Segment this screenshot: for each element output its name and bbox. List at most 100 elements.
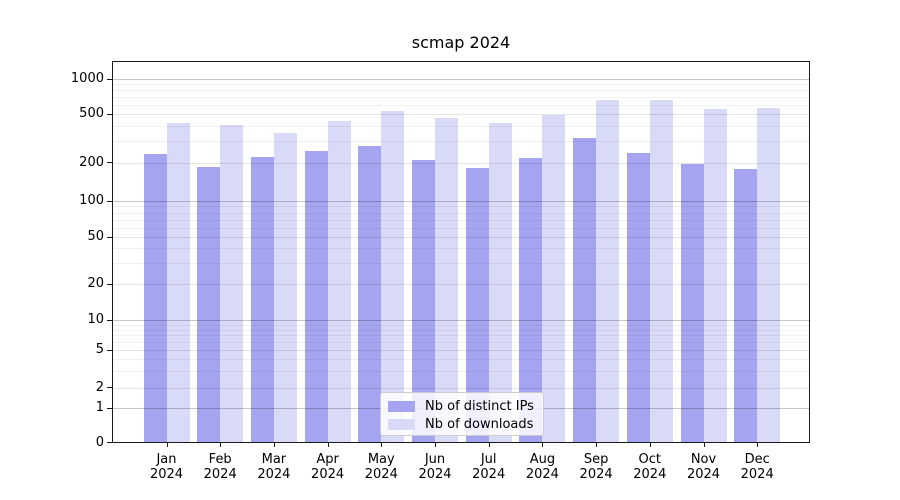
bar-distinct-ips-sep — [573, 137, 597, 443]
x-tick-year: 2024 — [579, 467, 613, 482]
y-tick-mark-500 — [107, 113, 112, 115]
x-tick-year: 2024 — [525, 467, 559, 482]
y-tick-label-1000: 1000 — [70, 71, 104, 86]
minor-gridline-90 — [113, 206, 809, 208]
bar-downloads-feb — [220, 124, 244, 443]
bar-downloads-aug — [542, 114, 566, 443]
minor-gridline-70 — [113, 219, 809, 221]
y-tick-mark-1000 — [107, 78, 112, 80]
y-tick-mark-10 — [107, 319, 112, 321]
minor-gridline-700 — [113, 97, 809, 98]
y-tick-mark-0 — [107, 442, 112, 443]
y-tick-mark-100 — [107, 200, 112, 202]
minor-gridline-400 — [113, 125, 809, 127]
y-tick-label-200: 200 — [79, 154, 104, 170]
x-tick-month: Nov — [690, 452, 717, 467]
x-tick-mark-apr — [327, 443, 329, 447]
minor-gridline-8 — [113, 329, 809, 331]
x-tick-month: Sep — [583, 452, 609, 467]
y-tick-label-500: 500 — [79, 106, 104, 121]
y-tick-label-100: 100 — [79, 193, 104, 208]
minor-gridline-900 — [113, 84, 809, 86]
y-tick-mark-20 — [107, 283, 112, 285]
y-tick-label-20: 20 — [87, 276, 104, 291]
legend-item-distinct-ips: Nb of distinct IPs — [388, 398, 535, 415]
x-tick-label-sep: Sep 2024 — [568, 452, 624, 482]
x-tick-label-jun: Jun 2024 — [407, 452, 463, 482]
legend-item-downloads: Nb of downloads — [388, 416, 535, 433]
bar-distinct-ips-feb — [197, 167, 221, 443]
minor-gridline-600 — [113, 104, 809, 106]
bar-distinct-ips-oct — [626, 152, 650, 443]
x-tick-year: 2024 — [203, 467, 237, 482]
bar-distinct-ips-mar — [250, 157, 274, 443]
x-tick-mark-sep — [596, 443, 598, 447]
x-tick-mark-jun — [435, 443, 436, 447]
major-gridline-1000 — [113, 79, 809, 80]
bar-distinct-ips-jul — [465, 167, 489, 443]
y-tick-label-5: 5 — [95, 342, 104, 357]
y-tick-mark-2 — [107, 387, 112, 388]
minor-gridline-7 — [113, 335, 809, 337]
bar-downloads-jan — [166, 123, 190, 443]
minor-gridline-3 — [113, 370, 809, 372]
major-gridline-100 — [113, 201, 809, 202]
y-tick-mark-5 — [107, 349, 112, 351]
y-tick-label-50: 50 — [87, 229, 104, 244]
legend: Nb of distinct IPs Nb of downloads — [380, 392, 544, 436]
gridline-500 — [113, 114, 809, 115]
bar-distinct-ips-may — [358, 145, 382, 443]
x-tick-month: Dec — [744, 452, 770, 467]
x-tick-month: Apr — [316, 452, 339, 467]
minor-gridline-80 — [113, 212, 809, 214]
x-tick-mark-oct — [649, 443, 651, 447]
x-tick-month: Jun — [424, 452, 446, 467]
gridline-5 — [113, 350, 809, 351]
x-tick-month: Jan — [156, 452, 177, 467]
x-tick-mark-dec — [757, 443, 759, 447]
y-tick-mark-50 — [107, 236, 112, 238]
minor-gridline-6 — [113, 342, 809, 344]
x-tick-label-jan: Jan 2024 — [139, 452, 195, 482]
x-tick-year: 2024 — [472, 467, 506, 482]
x-tick-year: 2024 — [633, 467, 667, 482]
x-tick-mark-mar — [273, 443, 275, 447]
y-tick-label-10: 10 — [87, 312, 104, 327]
y-tick-label-1: 1 — [95, 400, 104, 415]
gridline-200 — [113, 162, 809, 164]
y-tick-mark-1 — [107, 407, 112, 409]
bar-distinct-ips-aug — [519, 157, 543, 443]
x-tick-year: 2024 — [257, 467, 291, 482]
major-gridline-10 — [113, 320, 809, 321]
gridline-2 — [113, 387, 809, 389]
minor-gridline-4 — [113, 359, 809, 361]
x-tick-year: 2024 — [418, 467, 452, 482]
x-tick-label-may: May 2024 — [353, 452, 409, 482]
bar-distinct-ips-jan — [143, 153, 167, 443]
bar-distinct-ips-apr — [304, 150, 328, 443]
bar-downloads-nov — [703, 108, 727, 443]
minor-gridline-40 — [113, 248, 809, 250]
x-tick-month: Oct — [638, 452, 662, 467]
y-tick-label-2: 2 — [95, 379, 104, 395]
bar-downloads-jun — [435, 117, 458, 443]
legend-swatch-distinct-ips — [388, 401, 415, 412]
x-tick-mark-jul — [488, 443, 490, 447]
minor-gridline-60 — [113, 227, 809, 229]
x-tick-label-jul: Jul 2024 — [461, 452, 517, 482]
bar-distinct-ips-nov — [680, 163, 704, 443]
minor-gridline-30 — [113, 263, 809, 265]
bar-downloads-dec — [757, 107, 781, 443]
minor-gridline-800 — [113, 90, 809, 92]
bar-downloads-jul — [488, 122, 512, 443]
bar-downloads-mar — [273, 133, 297, 443]
x-tick-month: Aug — [529, 452, 556, 467]
x-tick-mark-nov — [703, 443, 705, 447]
gridline-20 — [113, 284, 809, 285]
x-tick-label-aug: Aug 2024 — [514, 452, 570, 482]
legend-label-distinct-ips: Nb of distinct IPs — [425, 398, 534, 414]
x-tick-year: 2024 — [149, 467, 184, 482]
bar-downloads-sep — [596, 99, 620, 443]
x-tick-mark-jan — [166, 443, 168, 447]
